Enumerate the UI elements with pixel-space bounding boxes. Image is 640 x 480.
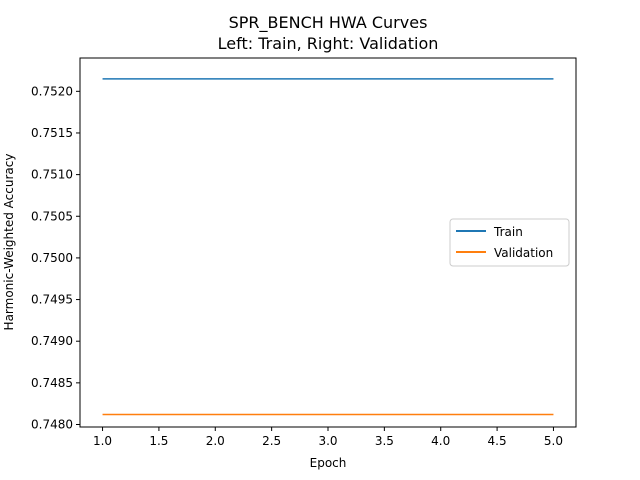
y-axis-label: Harmonic-Weighted Accuracy	[2, 154, 16, 331]
x-tick-label: 3.5	[375, 434, 394, 448]
y-tick-label: 0.7520	[31, 84, 73, 98]
x-tick-label: 2.5	[262, 434, 281, 448]
legend-label-validation: Validation	[494, 246, 553, 260]
y-axis: 0.7480 0.7485 0.7490 0.7495 0.7500 0.7505 0.75…	[31, 84, 80, 432]
x-tick-label: 1.5	[149, 434, 168, 448]
y-tick-label: 0.7500	[31, 251, 73, 265]
x-tick-label: 1.0	[93, 434, 112, 448]
y-tick-label: 0.7490	[31, 334, 73, 348]
y-tick-label: 0.7485	[31, 376, 73, 390]
y-tick-label: 0.7495	[31, 293, 73, 307]
x-axis: 1.0 1.5 2.0 2.5 3.0 3.5 4.0 4.5 5.0	[93, 427, 563, 448]
x-tick-label: 5.0	[544, 434, 563, 448]
chart-subtitle: Left: Train, Right: Validation	[218, 34, 439, 53]
x-tick-label: 3.0	[318, 434, 337, 448]
legend-label-train: Train	[493, 225, 523, 239]
y-tick-label: 0.7480	[31, 418, 73, 432]
x-tick-label: 2.0	[206, 434, 225, 448]
x-tick-label: 4.0	[431, 434, 450, 448]
x-axis-label: Epoch	[310, 456, 347, 470]
chart-title: SPR_BENCH HWA Curves	[229, 13, 428, 33]
legend: Train Validation	[449, 218, 570, 267]
y-tick-label: 0.7505	[31, 209, 73, 223]
plot-area	[102, 78, 554, 416]
y-tick-label: 0.7510	[31, 168, 73, 182]
y-tick-label: 0.7515	[31, 126, 73, 140]
x-tick-label: 4.5	[488, 434, 507, 448]
